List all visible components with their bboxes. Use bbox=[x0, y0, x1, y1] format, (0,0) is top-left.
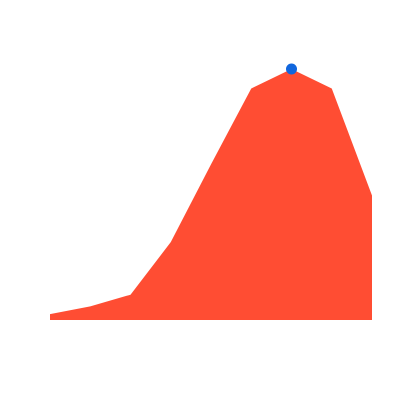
area-layer bbox=[50, 69, 372, 320]
peak-point bbox=[286, 63, 297, 75]
points-layer bbox=[286, 63, 297, 75]
area-series bbox=[50, 69, 372, 320]
